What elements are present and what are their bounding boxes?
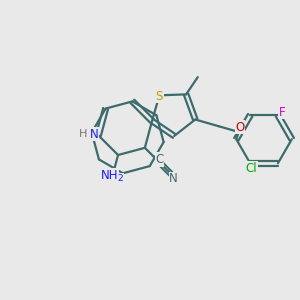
Text: F: F [279,106,285,119]
Text: NH: NH [101,169,119,182]
Text: N: N [90,128,99,141]
Text: H: H [78,129,87,140]
Text: N: N [169,172,178,185]
Text: C: C [155,153,164,166]
Text: Cl: Cl [245,162,257,175]
Text: 2: 2 [118,174,123,183]
Text: O: O [235,121,244,134]
Text: S: S [156,90,163,103]
